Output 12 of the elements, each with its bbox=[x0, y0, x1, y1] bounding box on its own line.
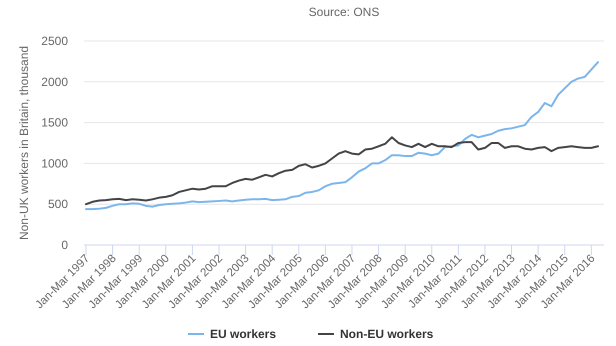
line-series bbox=[85, 61, 599, 210]
y-tick-label: 1000 bbox=[41, 156, 68, 170]
y-tick-label: 0 bbox=[61, 238, 68, 252]
y-tick-label: 2000 bbox=[41, 74, 68, 89]
source-note: Source: ONS bbox=[308, 5, 380, 19]
legend-label: Non-EU workers bbox=[340, 327, 434, 341]
line-series bbox=[85, 136, 599, 206]
y-tick-label: 2500 bbox=[41, 34, 68, 48]
y-axis-title: Non-UK workers in Britain, thousand bbox=[17, 46, 31, 240]
y-tick-label: 1500 bbox=[41, 116, 68, 130]
y-tick-label: 500 bbox=[48, 197, 68, 212]
legend-label: EU workers bbox=[210, 327, 276, 341]
